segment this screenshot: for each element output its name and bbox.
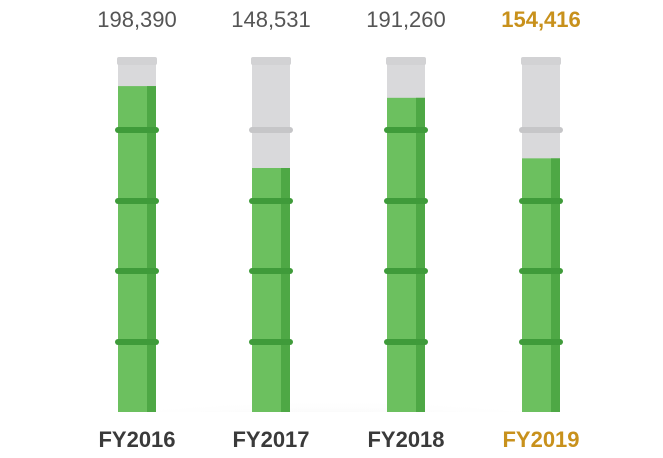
category-label: FY2019 bbox=[502, 427, 579, 452]
bamboo-joint bbox=[384, 268, 428, 274]
bamboo-joint bbox=[519, 198, 563, 204]
category-label: FY2016 bbox=[98, 427, 175, 452]
bamboo-joint bbox=[115, 198, 159, 204]
bamboo-shade bbox=[147, 86, 156, 412]
value-label: 191,260 bbox=[366, 7, 446, 32]
bamboo-cap bbox=[386, 57, 426, 65]
bamboo-joint bbox=[384, 127, 428, 133]
bamboo-joint bbox=[519, 339, 563, 345]
value-label: 198,390 bbox=[97, 7, 177, 32]
bamboo-joint bbox=[115, 339, 159, 345]
bamboo-joint bbox=[115, 268, 159, 274]
category-label: FY2017 bbox=[232, 427, 309, 452]
bamboo-joint bbox=[384, 339, 428, 345]
bamboo-joint bbox=[115, 127, 159, 133]
bamboo-cap bbox=[251, 57, 291, 65]
bamboo-joint bbox=[249, 268, 293, 274]
bamboo-joint bbox=[384, 198, 428, 204]
value-label: 154,416 bbox=[501, 7, 581, 32]
bamboo-cap bbox=[521, 57, 561, 65]
bamboo-shade bbox=[416, 98, 425, 412]
bamboo-cap bbox=[117, 57, 157, 65]
bamboo-joint bbox=[519, 127, 563, 133]
bamboo-joint bbox=[519, 268, 563, 274]
bamboo-joint bbox=[249, 339, 293, 345]
bamboo-shade bbox=[281, 168, 290, 412]
value-label: 148,531 bbox=[231, 7, 311, 32]
bamboo-shade bbox=[551, 158, 560, 412]
chart: 198,390 FY2016 148,531 FY2017 191,260 FY2018 1… bbox=[0, 0, 663, 458]
bamboo-joint bbox=[249, 198, 293, 204]
bamboo-joint bbox=[249, 127, 293, 133]
category-label: FY2018 bbox=[367, 427, 444, 452]
